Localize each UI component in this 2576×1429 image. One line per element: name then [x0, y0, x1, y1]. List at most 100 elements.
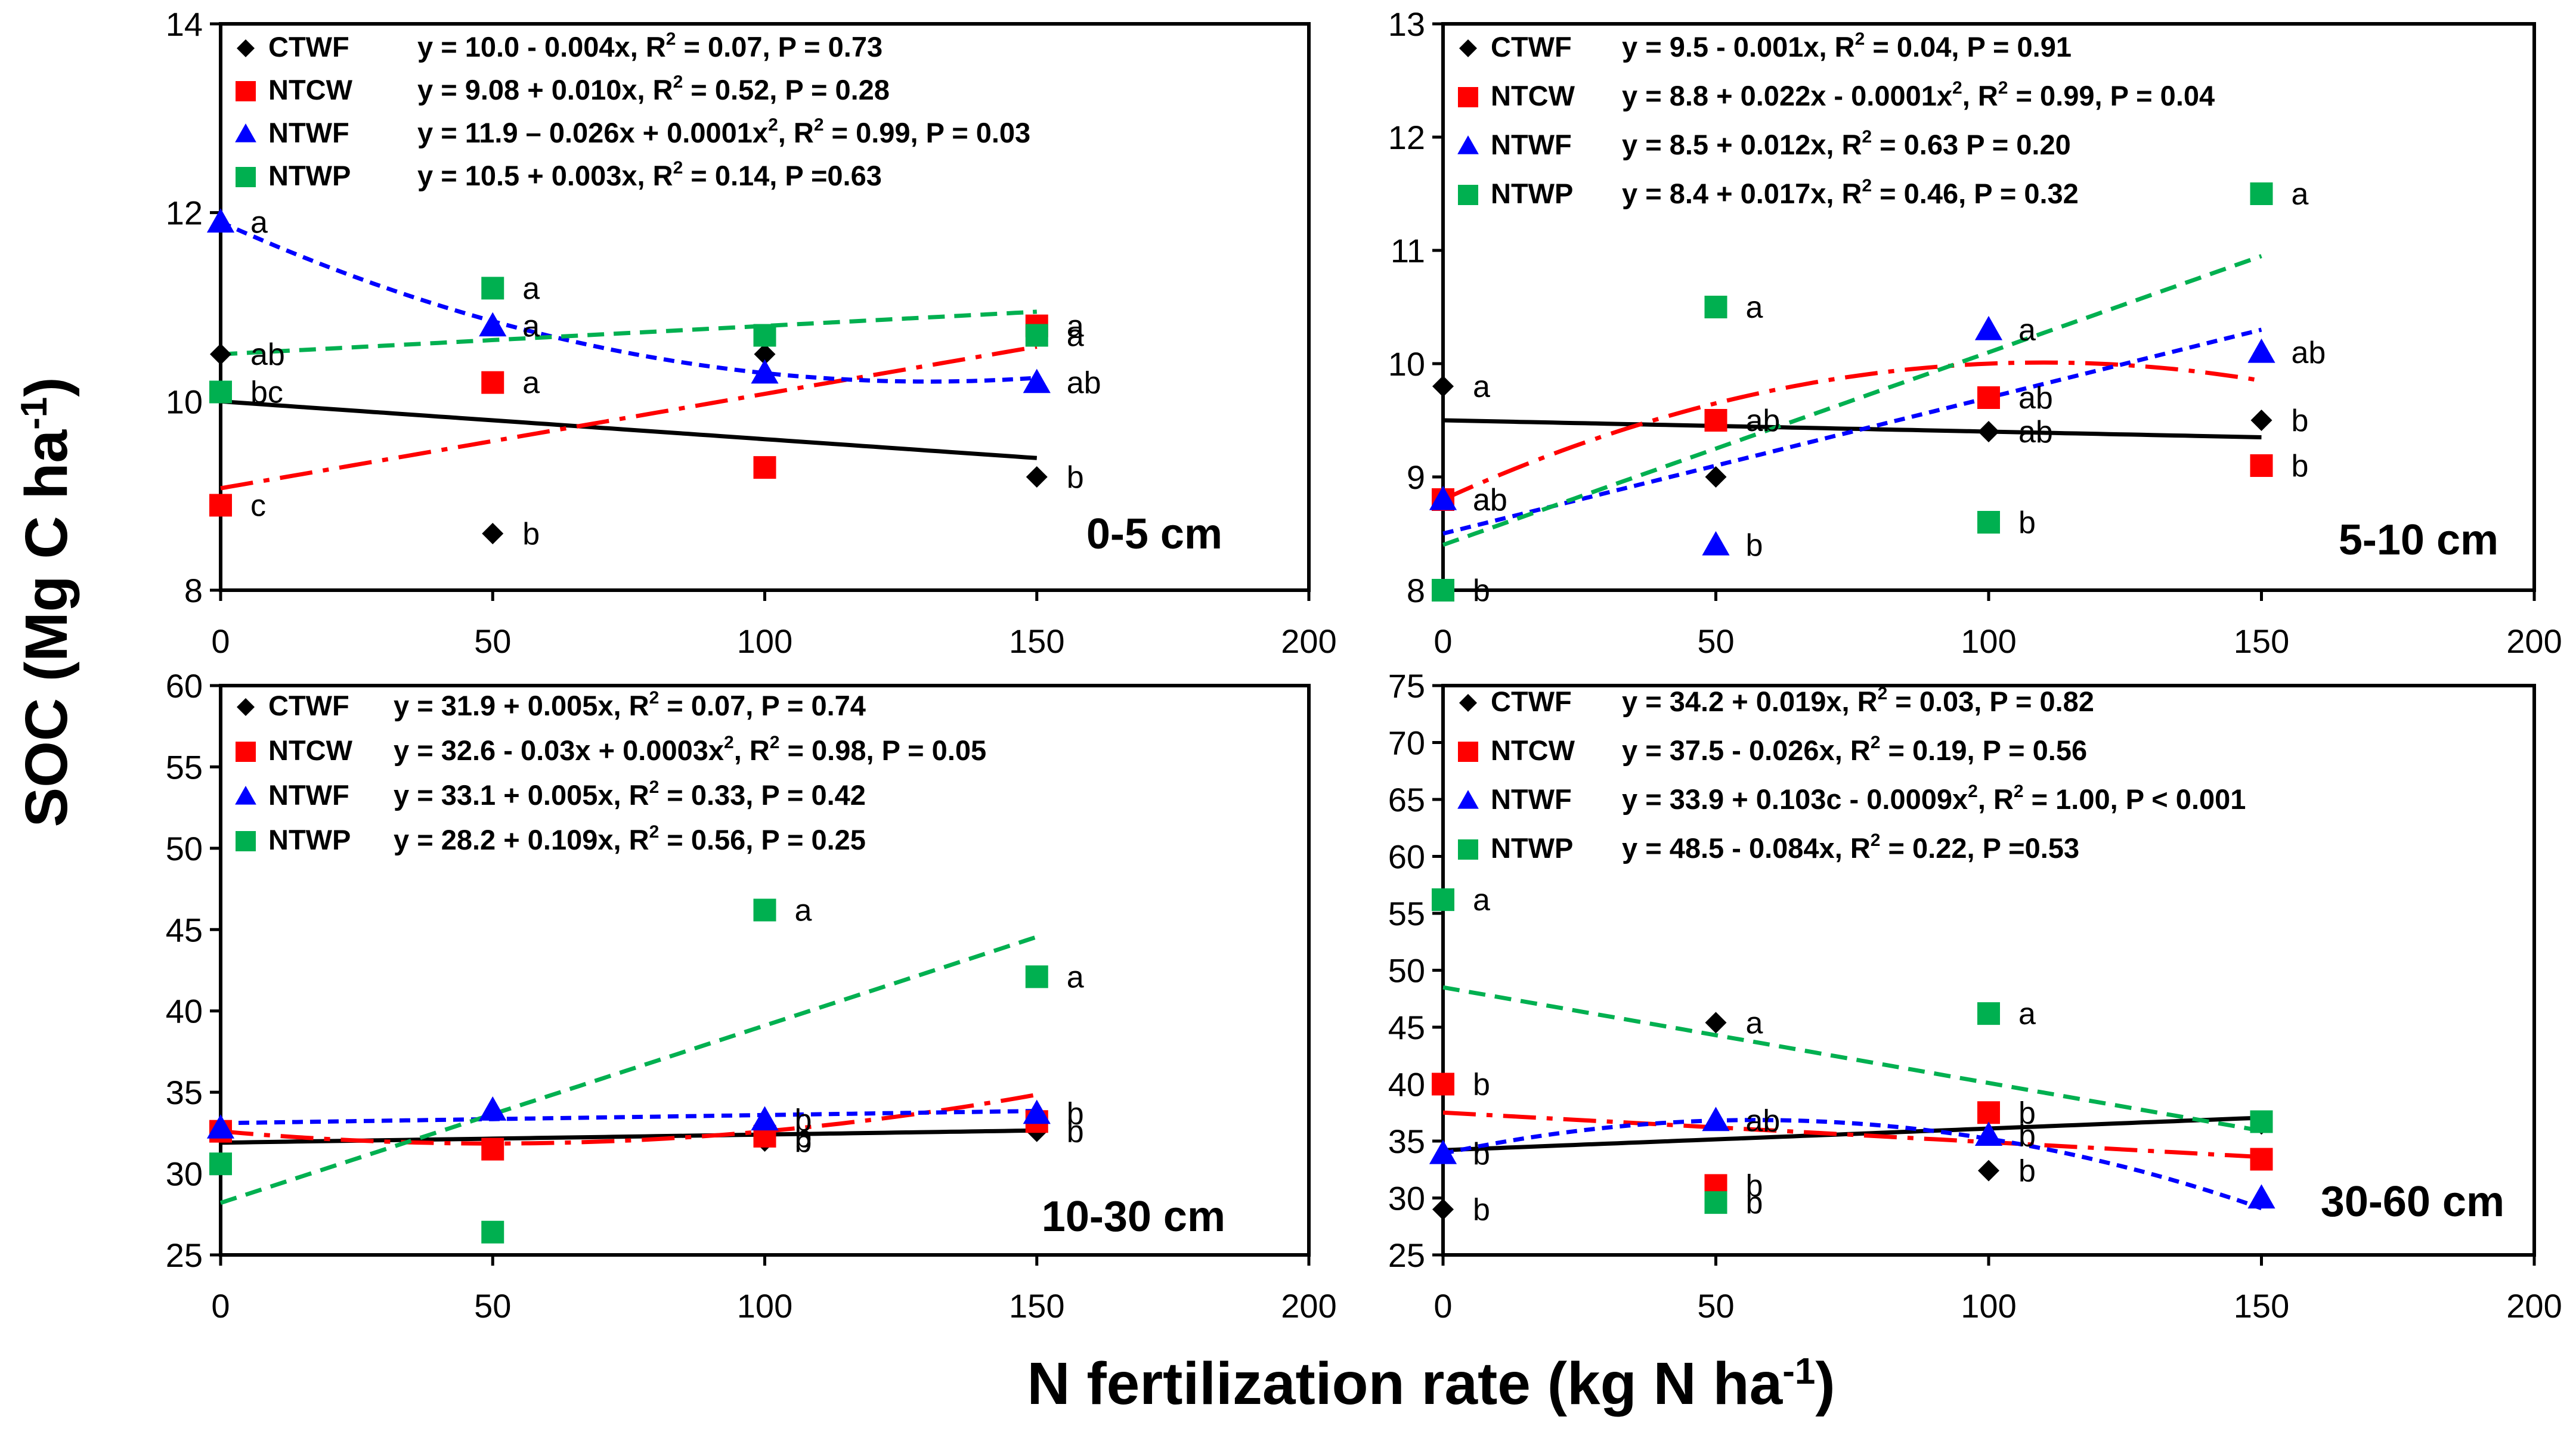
x-tick-label: 100 [737, 622, 792, 660]
y-tick-label: 12 [1388, 119, 1425, 156]
point-ntwp [1432, 579, 1454, 602]
depth-label: 5-10 cm [2339, 516, 2498, 564]
point-ntwp [1432, 888, 1454, 912]
point-ntwf [751, 359, 779, 384]
y-tick-label: 75 [1388, 667, 1425, 705]
significance-letter: b [1067, 1115, 1084, 1149]
x-tick-label: 100 [1961, 622, 2016, 660]
significance-letter: b [1746, 1168, 1763, 1203]
fit-line-ntcw [1442, 1110, 2262, 1160]
legend-name: NTCW [268, 734, 353, 766]
point-ntwf [206, 208, 235, 233]
y-tick-label: 40 [166, 993, 203, 1030]
y-tick-label: 70 [1388, 724, 1425, 762]
legend-name: NTWF [1491, 783, 1572, 815]
legend-name: NTWP [1491, 178, 1573, 209]
point-ntwf [1974, 315, 2003, 340]
point-ntcw [209, 494, 232, 517]
legend-name: NTWF [268, 117, 349, 148]
significance-letter: b [2018, 1118, 2036, 1153]
significance-letter: ab [1746, 404, 1781, 438]
x-tick-label: 150 [1009, 1287, 1064, 1325]
legend-equation: y = 37.5 - 0.026x, R2 = 0.19, P = 0.56 [1622, 733, 2087, 766]
significance-letter: a [1067, 960, 1084, 994]
point-ntwp [753, 324, 776, 347]
legend-name: CTWF [1491, 31, 1572, 63]
plot-frame [219, 684, 1311, 1257]
depth-label: 0-5 cm [1086, 510, 1222, 558]
y-tick-label: 50 [166, 830, 203, 867]
legend-equation: y = 48.5 - 0.084x, R2 = 0.22, P =0.53 [1622, 830, 2079, 864]
legend-name: NTWP [1491, 832, 1573, 864]
point-ctwf [1432, 376, 1454, 397]
legend-equation: y = 10.0 - 0.004x, R2 = 0.07, P = 0.73 [417, 29, 883, 63]
point-ntwf [2247, 1184, 2275, 1209]
legend-marker-ntwf [1457, 135, 1479, 154]
legend-marker-ntwp [1458, 185, 1478, 205]
x-tick-label: 0 [1433, 1287, 1452, 1325]
significance-letter: b [2018, 1154, 2036, 1189]
y-tick-label: 60 [1388, 838, 1425, 876]
legend-marker-ctwf [237, 39, 255, 57]
point-ntcw [481, 371, 504, 394]
significance-letter: a [2292, 177, 2309, 212]
y-tick-label: 55 [166, 748, 203, 786]
y-tick-label: 40 [1388, 1066, 1425, 1103]
point-ctwf [1978, 421, 1999, 442]
y-tick-label: 35 [166, 1074, 203, 1111]
y-tick-label: 10 [166, 383, 203, 420]
significance-letter: b [1067, 460, 1084, 495]
fit-line-ctwf [1442, 418, 2262, 439]
point-ntwf [1702, 531, 1730, 556]
x-tick-label: 0 [211, 622, 230, 660]
legend-equation: y = 8.5 + 0.012x, R2 = 0.63 P = 0.20 [1622, 127, 2071, 160]
legend-equation: y = 8.4 + 0.017x, R2 = 0.46, P = 0.32 [1622, 176, 2079, 209]
significance-letter: b [1067, 1097, 1084, 1132]
significance-letter: a [1067, 309, 1084, 344]
fit-line-ntwp [220, 309, 1037, 357]
point-ntcw [1704, 1174, 1727, 1197]
point-ntwf [479, 312, 507, 337]
significance-letter: a [1067, 319, 1084, 354]
depth-label: 30-60 cm [2321, 1178, 2504, 1226]
significance-letter: a [250, 206, 268, 240]
point-ntcw [753, 456, 776, 479]
point-ntcw [1977, 386, 2000, 409]
legend-equation: y = 34.2 + 0.019x, R2 = 0.03, P = 0.82 [1622, 684, 2094, 717]
legend-marker-ctwf [1459, 39, 1477, 57]
y-tick-label: 8 [184, 572, 203, 609]
fit-line-ntwp [219, 935, 1038, 1205]
significance-letter: b [522, 517, 540, 551]
point-ntwf [479, 1096, 507, 1121]
fit-line-ntcw [220, 345, 1038, 491]
significance-letter: b [1473, 574, 1490, 608]
significance-letter: a [795, 894, 812, 928]
x-tick-label: 200 [1281, 1287, 1336, 1325]
x-tick-label: 0 [211, 1287, 230, 1325]
x-tick-label: 50 [474, 622, 511, 660]
fit-line-ntwf [219, 220, 1038, 384]
point-ctwf [1978, 1160, 1999, 1182]
y-tick-label: 65 [1388, 781, 1425, 819]
legend-marker-ntwf [235, 786, 256, 805]
point-ntwf [751, 1106, 779, 1131]
legend-equation: y = 10.5 + 0.003x, R2 = 0.14, P =0.63 [417, 158, 882, 191]
point-ntcw [2250, 454, 2273, 477]
fit-line-ntcw [1442, 360, 2262, 502]
fit-line-ntwp [1442, 254, 2262, 547]
x-tick-label: 50 [474, 1287, 511, 1325]
significance-letter: a [1473, 883, 1490, 917]
y-tick-label: 30 [166, 1155, 203, 1193]
point-ctwf [1705, 1012, 1727, 1034]
point-ntwp [1977, 1002, 2000, 1025]
significance-letter: a [2018, 997, 2036, 1031]
point-ntwf [1702, 1106, 1730, 1132]
significance-letter: b [1473, 1068, 1490, 1102]
significance-letter: ab [1746, 1104, 1781, 1139]
significance-letter: b [1473, 1137, 1490, 1171]
y-tick-label: 45 [1388, 1009, 1425, 1046]
y-tick-label: 25 [1388, 1236, 1425, 1274]
point-ctwf [1432, 1198, 1454, 1220]
